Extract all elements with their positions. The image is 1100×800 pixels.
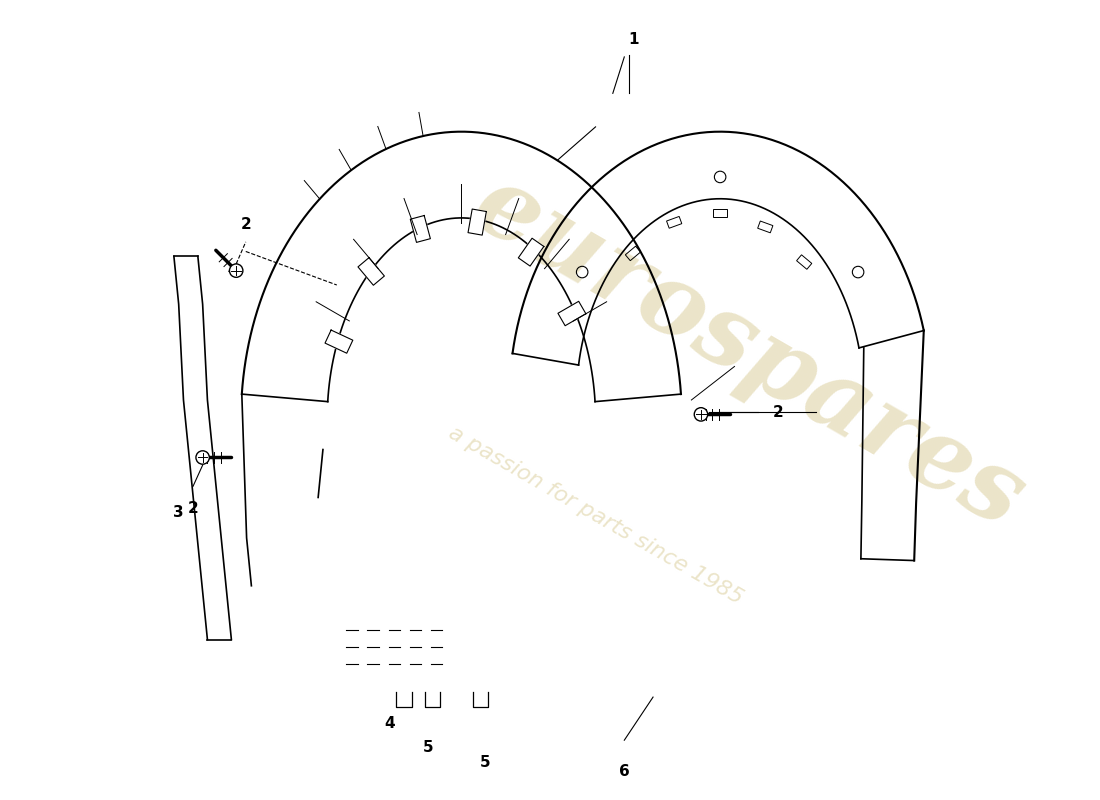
- Polygon shape: [558, 302, 586, 326]
- Circle shape: [694, 408, 707, 421]
- Text: 4: 4: [384, 716, 395, 731]
- Text: 1: 1: [628, 32, 639, 47]
- Text: 5: 5: [480, 754, 491, 770]
- Bar: [758, 221, 773, 233]
- Text: 2: 2: [241, 218, 251, 232]
- Text: 3: 3: [174, 506, 184, 521]
- Text: eurospares: eurospares: [456, 155, 1041, 549]
- Polygon shape: [358, 258, 384, 286]
- Polygon shape: [410, 215, 430, 242]
- Polygon shape: [518, 238, 543, 266]
- Text: 2: 2: [773, 405, 783, 420]
- Text: a passion for parts since 1985: a passion for parts since 1985: [444, 422, 746, 608]
- Polygon shape: [468, 209, 486, 235]
- Text: 6: 6: [619, 764, 629, 779]
- Text: 2: 2: [188, 501, 198, 516]
- Bar: [714, 210, 727, 217]
- Bar: [667, 217, 682, 228]
- Text: 5: 5: [422, 740, 433, 755]
- Bar: [796, 255, 812, 270]
- Circle shape: [230, 264, 243, 278]
- Polygon shape: [324, 330, 353, 354]
- Circle shape: [196, 450, 209, 464]
- Bar: [625, 246, 640, 261]
